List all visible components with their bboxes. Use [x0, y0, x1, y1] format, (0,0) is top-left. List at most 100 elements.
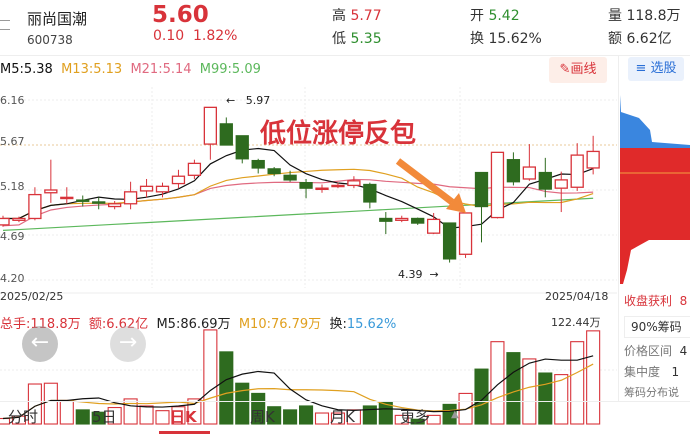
candle-down — [219, 123, 233, 146]
candle-up — [60, 196, 74, 200]
low-stat: 低 5.35 — [332, 28, 382, 48]
tick-label: 5.67 — [0, 135, 25, 148]
date-end: 2025/04/18 — [545, 290, 609, 303]
profit-label: 收盘获利 — [624, 294, 673, 308]
chip-red-area — [620, 148, 690, 284]
chip-blue-area — [620, 95, 690, 148]
concentration-stat: 集中度 1 — [624, 363, 679, 380]
volume-bar-up — [171, 406, 186, 425]
stock-name: 丽尚国潮 — [27, 10, 88, 28]
candle-down — [267, 168, 281, 175]
low-marker: 4.39 → — [398, 268, 439, 281]
draw-line-button[interactable]: ✎画线 — [549, 57, 607, 83]
volume-bar-up — [139, 405, 154, 425]
vol-turnover: 15.62% — [346, 317, 397, 332]
volume-bar-down — [283, 409, 298, 425]
candle-up — [28, 193, 42, 220]
menu-icon[interactable] — [0, 20, 10, 30]
header-divider — [0, 55, 690, 56]
candle-up — [570, 154, 584, 188]
open-stat: 开 5.42 — [470, 5, 520, 25]
range-value: 4 — [679, 344, 688, 358]
candle-up — [395, 217, 409, 221]
volume-label: 量 — [608, 8, 622, 24]
concentration-label: 集中度 — [624, 365, 661, 379]
candle-up — [458, 212, 473, 255]
amount-stat: 额 6.62亿 — [608, 28, 672, 48]
volume-bar-down — [538, 372, 553, 425]
candle-down — [411, 217, 425, 224]
pick-stock-button[interactable]: ≡ 选股 — [628, 57, 684, 81]
high-label: 高 — [332, 8, 346, 24]
candle-down — [76, 199, 90, 202]
volume-bar-down — [474, 368, 489, 425]
arrow-right-icon[interactable]: → — [110, 326, 146, 362]
tab-daily-k[interactable]: 日K — [170, 408, 197, 426]
volume-bar-up — [107, 406, 122, 425]
kline-chart[interactable] — [0, 85, 618, 430]
candle-up — [522, 166, 536, 180]
caret-up-icon[interactable]: ▲ — [451, 409, 459, 420]
volume-bar-up — [43, 382, 58, 425]
volume-bar-up — [330, 412, 346, 425]
chip-distribution-chart — [620, 95, 690, 284]
volume-bar-up — [203, 329, 218, 425]
high-marker-value: 5.97 — [245, 94, 271, 107]
concentration-value: 1 — [671, 365, 680, 379]
bottom-divider — [0, 401, 690, 402]
candle-up — [12, 217, 26, 221]
candle-up — [426, 218, 441, 234]
volume-max-label: 122.44万 — [551, 316, 601, 329]
volume-bar-up — [123, 398, 138, 425]
volume-value: 118.8万 — [626, 8, 681, 24]
open-value: 5.42 — [488, 8, 520, 24]
volume-bar-up — [11, 415, 26, 425]
chip-select[interactable]: 90%筹码 — [624, 316, 690, 338]
vol-ma10-line — [2, 363, 594, 420]
volume-bar-up — [570, 341, 585, 425]
candle-down — [92, 201, 106, 204]
candle-up — [554, 179, 568, 189]
low-marker-value: 4.39 — [398, 268, 423, 281]
tick-label: 5.18 — [0, 180, 25, 193]
tick-label: 4.20 — [0, 272, 25, 285]
volume-bar-up — [59, 399, 74, 425]
volume-bar-up — [394, 414, 409, 425]
open-label: 开 — [470, 8, 484, 24]
candle-up — [171, 175, 186, 185]
arrow-left-icon[interactable]: ← — [22, 326, 58, 362]
ma13-label: M13:5.13 — [61, 62, 123, 77]
volume-bar-down — [91, 411, 106, 425]
tab-5day[interactable]: 5日 — [92, 408, 117, 426]
tab-monthly-k[interactable]: 月K — [330, 408, 355, 426]
tab-more[interactable]: 更多 — [400, 408, 431, 426]
high-value: 5.77 — [350, 8, 382, 24]
chip-help-link[interactable]: 筹码分布说 — [624, 386, 679, 399]
turnover-label: 换 — [470, 31, 484, 47]
ma5-label: M5:5.38 — [0, 62, 53, 77]
tab-weekly-k[interactable]: 周K — [250, 408, 275, 426]
annotation-arrow — [395, 158, 455, 205]
candle-up — [347, 180, 361, 187]
tab-intraday[interactable]: 分时 — [8, 408, 39, 426]
current-price: 5.60 — [152, 2, 209, 28]
volume-bar-up — [490, 341, 505, 425]
candle-down — [251, 159, 265, 169]
ma21-label: M21:5.14 — [130, 62, 192, 77]
amount-value: 6.62亿 — [626, 31, 672, 47]
candle-up — [0, 217, 10, 226]
volume-bar-up — [586, 330, 601, 425]
candle-down — [299, 182, 313, 189]
date-start: 2025/02/25 — [0, 290, 64, 303]
amount-label: 额 — [608, 31, 622, 47]
profit-stat: 收盘获利 8 — [624, 292, 687, 309]
ma13-line — [3, 168, 594, 220]
volume-bar-up — [522, 358, 537, 425]
volume-bar-down — [75, 409, 90, 425]
candle-up — [315, 187, 329, 191]
volume-bar-down — [219, 351, 234, 425]
vol-ma5-line — [2, 355, 594, 420]
turnover-stat: 换 15.62% — [470, 28, 542, 48]
vol-m10: M10:76.79万 — [238, 317, 322, 332]
candle-up — [331, 184, 345, 188]
